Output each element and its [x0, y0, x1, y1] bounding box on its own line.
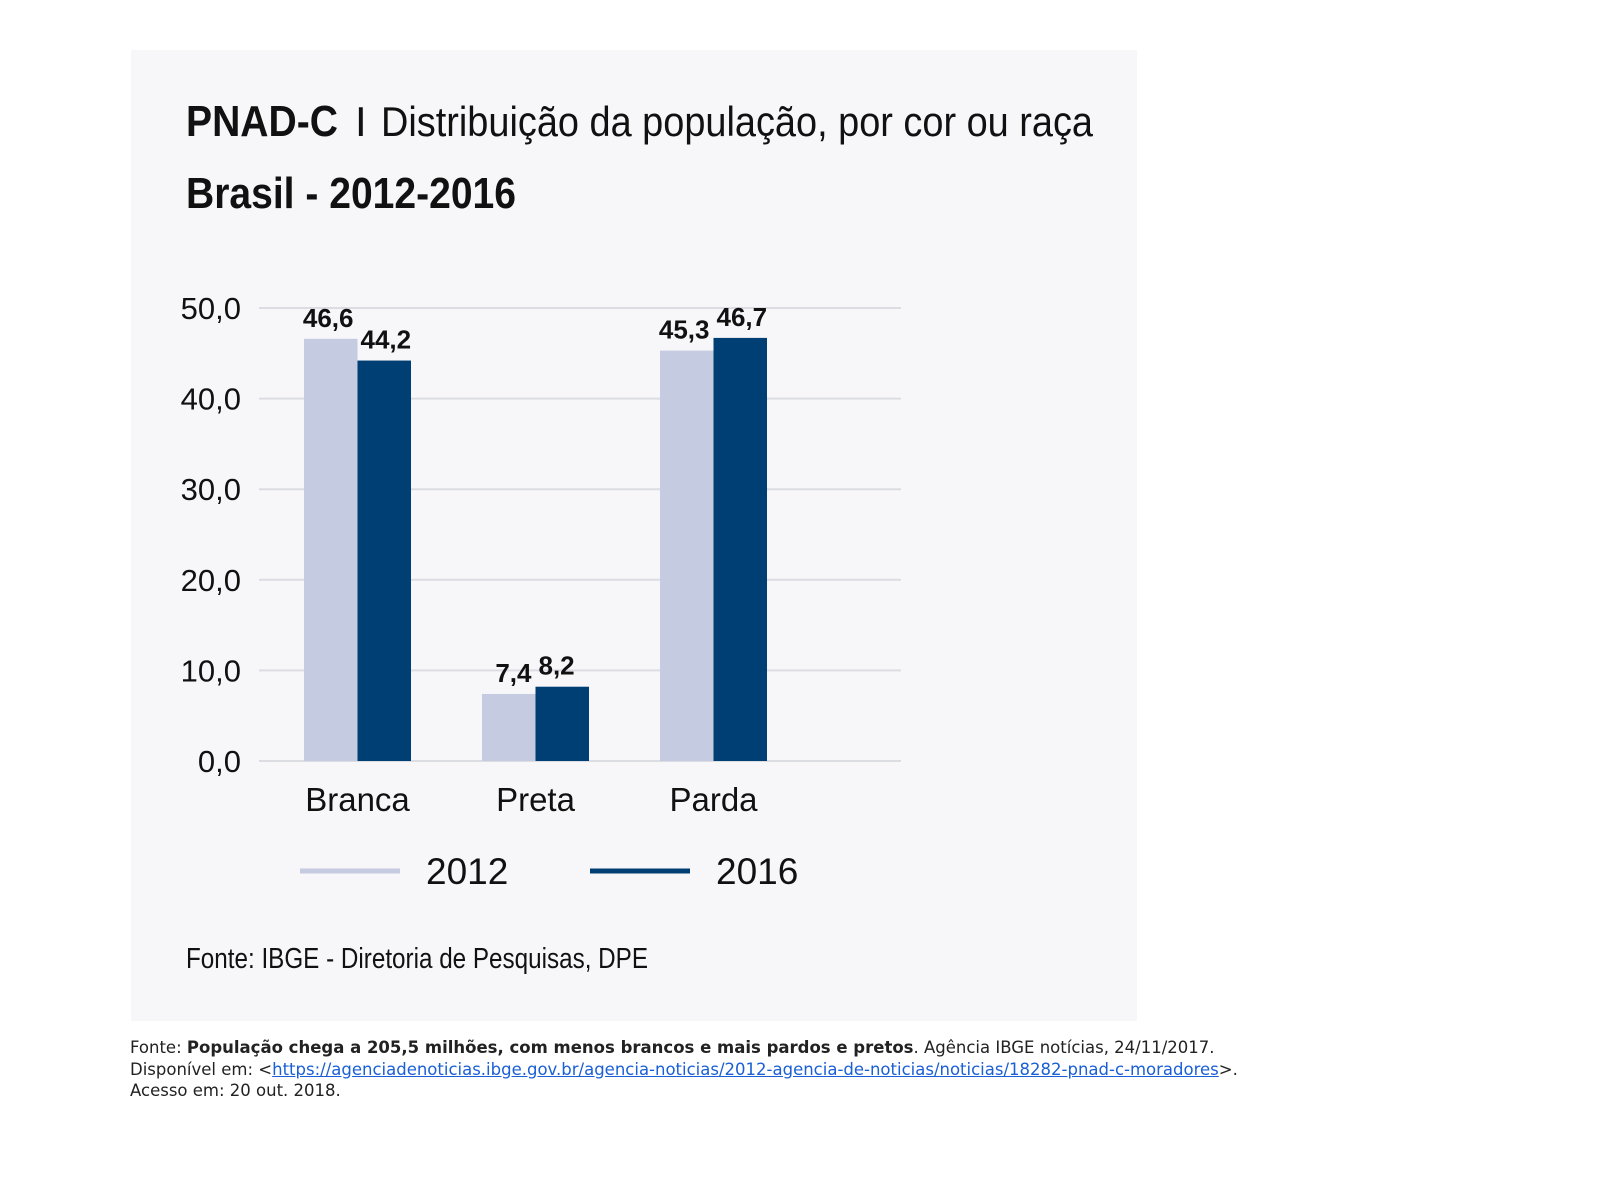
- bar-parda-2016: [713, 337, 767, 761]
- data-label: 7,4: [495, 658, 532, 688]
- caption-suffix: >. Acesso em: 20 out. 2018.: [130, 1059, 1238, 1101]
- y-tick-label: 20,0: [181, 563, 241, 598]
- caption-link[interactable]: https://agenciadenoticias.ibge.gov.br/ag…: [272, 1059, 1219, 1079]
- y-tick-label: 40,0: [181, 382, 241, 417]
- y-tick-label: 30,0: [181, 472, 241, 507]
- chart-title-separator: I: [355, 98, 367, 145]
- data-label: 46,6: [303, 303, 354, 333]
- chart-source: Fonte: IBGE - Diretoria de Pesquisas, DP…: [186, 943, 648, 975]
- x-tick-label: Parda: [669, 781, 758, 818]
- bar-branca-2012: [304, 338, 358, 761]
- bar-parda-2012: [660, 350, 714, 761]
- data-label: 44,2: [361, 325, 412, 355]
- y-tick-label: 0,0: [198, 744, 241, 779]
- chart-title: Distribuição da população, por cor ou ra…: [381, 98, 1094, 145]
- caption-middle: . Agência IBGE notícias, 24/11/2017. Dis…: [130, 1038, 1215, 1079]
- y-tick-label: 50,0: [181, 291, 241, 326]
- x-tick-label: Preta: [496, 781, 576, 818]
- x-tick-label: Branca: [305, 781, 410, 818]
- caption-prefix: Fonte:: [130, 1038, 187, 1057]
- caption-article-title: População chega a 205,5 milhões, com men…: [186, 1038, 914, 1057]
- data-label: 8,2: [539, 651, 575, 681]
- y-tick-label: 10,0: [181, 653, 241, 688]
- chart-panel: PNAD-C I Distribuição da população, por …: [131, 50, 1137, 1021]
- legend-label-2016: 2016: [716, 851, 798, 892]
- bar-preta-2012: [482, 693, 536, 761]
- bar-chart: PNAD-C I Distribuição da população, por …: [181, 97, 1094, 975]
- legend-label-2012: 2012: [426, 851, 508, 892]
- data-label: 46,7: [717, 302, 768, 332]
- chart-title-bold: PNAD-C: [186, 97, 338, 146]
- bar-branca-2016: [357, 360, 411, 761]
- data-label: 45,3: [659, 315, 710, 345]
- bar-preta-2016: [535, 686, 589, 761]
- chart-subtitle: Brasil - 2012-2016: [186, 169, 516, 218]
- figure-caption: Fonte: População chega a 205,5 milhões, …: [130, 1037, 1250, 1102]
